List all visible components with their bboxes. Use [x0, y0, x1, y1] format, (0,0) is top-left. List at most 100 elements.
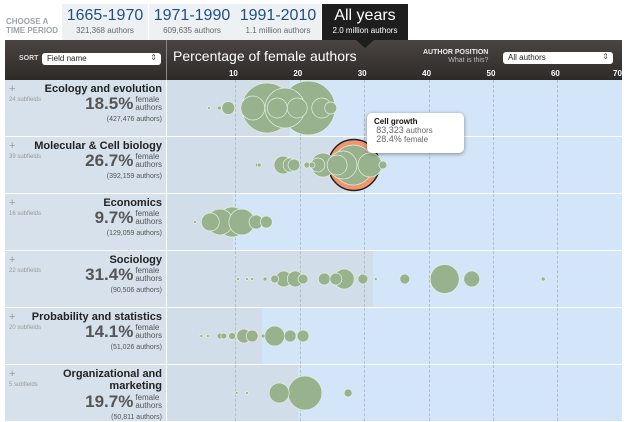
subfield-bubble[interactable]	[262, 276, 268, 282]
gridline	[428, 365, 430, 421]
subfield-bubble[interactable]	[256, 162, 262, 168]
subfield-bubble[interactable]	[236, 277, 240, 281]
author-count: (51,026 authors)	[110, 344, 162, 351]
subfield-bubble[interactable]	[329, 272, 343, 286]
pct-value: 26.7%	[85, 151, 134, 170]
tab-count: 321,368 authors	[76, 26, 134, 35]
expand-plus-icon[interactable]: +	[9, 140, 16, 152]
subfield-bubble[interactable]	[200, 212, 220, 232]
subfield-bubble[interactable]	[317, 272, 331, 286]
field-row[interactable]: + 24 subfields Ecology and evolution 18.…	[5, 80, 622, 137]
row-divider	[5, 136, 622, 137]
subfield-bubble[interactable]	[240, 95, 266, 121]
subfield-bubble[interactable]	[245, 391, 249, 395]
tab-years: 1665-1970	[66, 7, 144, 24]
subfield-bubble[interactable]	[399, 273, 411, 285]
subfield-bubble[interactable]	[228, 332, 237, 340]
axis-tick-label: 70+	[613, 69, 627, 78]
axis-tick-label: 30	[357, 69, 367, 78]
subfield-bubble[interactable]	[429, 264, 460, 294]
bubble-plot	[236, 264, 546, 294]
female-word: female	[135, 323, 160, 332]
field-row[interactable]: + 5 subfields Organizational and marketi…	[5, 365, 622, 421]
subfield-bubble[interactable]	[220, 332, 228, 340]
female-authors-label: female authors	[135, 96, 162, 112]
gridline	[557, 365, 559, 421]
bubble-track	[167, 194, 622, 250]
tooltip-female-word: female	[404, 135, 429, 144]
subfield-bubble[interactable]	[199, 334, 204, 338]
subfield-bubble[interactable]	[234, 391, 239, 395]
field-row[interactable]: + 20 subfields Probability and statistic…	[5, 308, 622, 365]
subfield-count: 5 subfields	[9, 382, 38, 388]
expand-plus-icon[interactable]: +	[9, 254, 16, 266]
subfield-bubble[interactable]	[378, 160, 388, 170]
field-name: Organizational and marketing	[62, 368, 162, 392]
subfield-bubble[interactable]	[326, 154, 348, 176]
subfield-bubble[interactable]	[205, 334, 210, 338]
subfield-bubble[interactable]	[245, 277, 249, 281]
field-summary: + 16 subfields Economics 9.7% female autho…	[5, 194, 166, 250]
subfield-bubble[interactable]	[308, 161, 316, 169]
tab-1665-1970[interactable]: 1665-1970 321,368 authors	[62, 4, 148, 40]
expand-plus-icon[interactable]: +	[9, 368, 16, 380]
axis-tick-label: 20	[293, 69, 303, 78]
subfield-bubble[interactable]	[245, 329, 259, 343]
tab-count: 1.1 million authors	[245, 26, 311, 35]
field-row[interactable]: + 16 subfields Economics 9.7% female autho…	[5, 194, 622, 251]
subfield-bubble[interactable]	[250, 277, 254, 281]
subfield-bubble[interactable]	[264, 325, 286, 347]
field-row[interactable]: + 39 subfields Molecular & Cell biology …	[5, 137, 622, 194]
expand-plus-icon[interactable]: +	[9, 197, 16, 209]
field-percentage: 19.7% female authors	[85, 393, 162, 411]
authors-word: authors	[135, 331, 162, 340]
subfield-bubble[interactable]	[357, 273, 369, 285]
author-position-select[interactable]: All authors ⇕	[503, 52, 613, 64]
subfield-bubble[interactable]	[343, 388, 353, 398]
expand-plus-icon[interactable]: +	[9, 311, 16, 323]
field-percentage: 26.7% female authors	[85, 152, 162, 170]
subfield-bubble[interactable]	[540, 276, 546, 282]
tooltip-authors: 83,323	[376, 125, 404, 135]
field-percentage: 31.4% female authors	[85, 266, 162, 284]
bubble-track	[167, 251, 622, 307]
tab-1991-2010[interactable]: 1991-2010 1.1 million authors	[235, 4, 321, 40]
subfield-bubble[interactable]	[266, 97, 288, 119]
subfield-bubble[interactable]	[324, 101, 338, 115]
subfield-bubble[interactable]	[207, 106, 211, 110]
gridline	[557, 80, 559, 136]
select-arrows-icon: ⇕	[150, 53, 157, 62]
subfield-bubble[interactable]	[192, 220, 197, 224]
subfield-bubble[interactable]	[286, 97, 308, 119]
subfield-bubble[interactable]	[463, 270, 481, 288]
expand-plus-icon[interactable]: +	[9, 83, 16, 95]
chart-title: Percentage of female authors	[173, 48, 357, 64]
row-divider	[5, 193, 622, 194]
subfield-bubble[interactable]	[260, 333, 266, 339]
gridline	[299, 194, 301, 250]
tab-1971-1990[interactable]: 1971-1990 609,635 authors	[149, 4, 235, 40]
author-position-value: All authors	[508, 53, 546, 62]
subfield-bubble[interactable]	[259, 215, 273, 229]
subfield-bubble[interactable]	[287, 158, 301, 172]
axis-tick-label: 50	[486, 69, 496, 78]
subfield-bubble[interactable]	[357, 152, 383, 178]
subfield-bubble[interactable]	[287, 375, 323, 411]
subfield-bubble[interactable]	[270, 274, 280, 284]
tooltip-authors-word: authors	[406, 126, 433, 135]
field-row[interactable]: + 22 subfields Sociology 31.4% female auth…	[5, 251, 622, 308]
subfield-bubble[interactable]	[268, 382, 290, 404]
axis-tick-label: 10	[228, 69, 238, 78]
subfield-bubble[interactable]	[283, 329, 297, 343]
field-percentage: 14.1% female authors	[85, 323, 162, 341]
row-divider	[5, 307, 622, 308]
subfield-bubble[interactable]	[296, 329, 310, 343]
tab-all-years[interactable]: All years 2.0 million authors	[322, 4, 408, 40]
subfield-bubble[interactable]	[373, 277, 378, 281]
sort-select[interactable]: Field name ⇕	[42, 53, 161, 65]
subfield-bubble[interactable]	[297, 273, 309, 285]
subfield-bubble[interactable]	[216, 105, 222, 111]
what-is-this-link[interactable]: What is this?	[448, 57, 489, 64]
female-authors-label: female authors	[135, 267, 162, 283]
subfield-bubble[interactable]	[221, 101, 236, 115]
